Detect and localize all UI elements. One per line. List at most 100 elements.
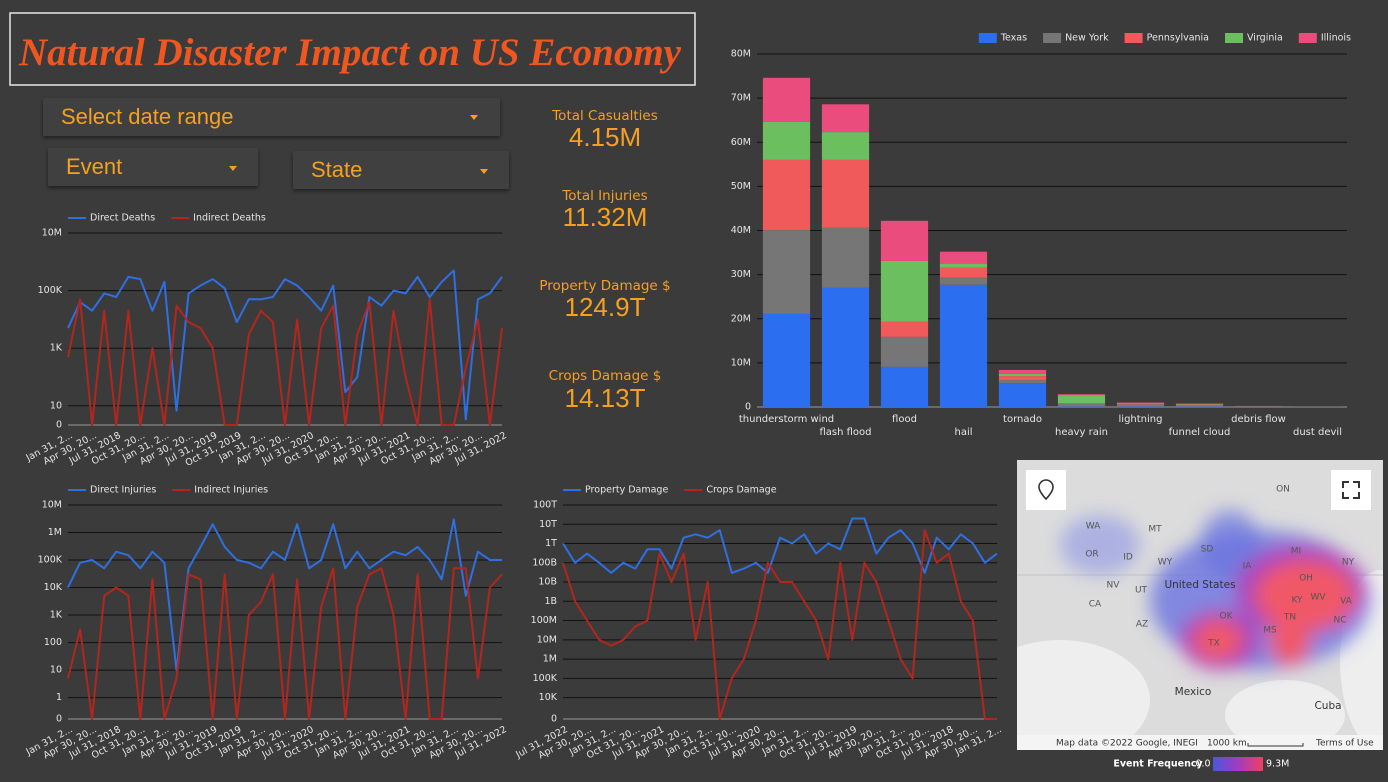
event-control[interactable]: Event bbox=[48, 148, 258, 186]
map-legend-bar bbox=[1213, 757, 1263, 771]
map-label: UT bbox=[1135, 586, 1148, 596]
x-tick-label: funnel cloud bbox=[1169, 427, 1231, 438]
line-series bbox=[67, 269, 503, 421]
y-tick-label: 1B bbox=[544, 596, 557, 607]
heat-map[interactable]: Map data ©2022 Google, INEGI 1000 km Ter… bbox=[970, 460, 1388, 760]
map-legend-min: 0.0 bbox=[1195, 759, 1210, 770]
y-tick-label: 10T bbox=[539, 519, 557, 530]
control-box[interactable] bbox=[48, 148, 258, 186]
y-tick-label: 100 bbox=[44, 637, 62, 648]
bar-segment bbox=[939, 251, 988, 264]
y-tick-label: 0 bbox=[56, 420, 62, 431]
y-tick-label: 100K bbox=[38, 285, 63, 296]
control-box[interactable] bbox=[43, 98, 500, 136]
legend-label: Indirect Deaths bbox=[193, 213, 266, 224]
heat-blob bbox=[1270, 615, 1310, 665]
bar-segment bbox=[821, 104, 870, 133]
bar-segment bbox=[1057, 394, 1106, 396]
location-button[interactable] bbox=[1026, 470, 1066, 510]
map-label: VA bbox=[1340, 597, 1353, 607]
legend-label: Pennsylvania bbox=[1147, 33, 1209, 44]
y-tick-label: 100K bbox=[533, 673, 558, 684]
bar-segment bbox=[939, 267, 988, 278]
bar-segment bbox=[821, 287, 870, 407]
x-tick-label: lightning bbox=[1119, 414, 1163, 425]
control-label[interactable]: Select date range bbox=[61, 104, 233, 129]
y-tick-label: 10M bbox=[42, 228, 62, 239]
control-label[interactable]: State bbox=[311, 157, 362, 182]
bar-segment bbox=[762, 159, 811, 231]
dropdown-arrow[interactable] bbox=[480, 169, 488, 174]
y-tick-label: 10K bbox=[44, 582, 63, 593]
date-control[interactable]: Select date range bbox=[43, 98, 500, 136]
map-label: SD bbox=[1201, 545, 1214, 555]
legend-label: Texas bbox=[1000, 33, 1027, 44]
bar-segment bbox=[821, 159, 870, 228]
kpi-label: Crops Damage $ bbox=[549, 368, 662, 384]
location-icon[interactable] bbox=[1038, 479, 1054, 501]
legend-item: Indirect Injuries bbox=[172, 485, 268, 496]
legend-swatch bbox=[978, 33, 997, 43]
map-label: OH bbox=[1299, 574, 1313, 584]
map-label: ON bbox=[1276, 485, 1290, 495]
bar-segment bbox=[1175, 404, 1224, 406]
legend-item: Virginia bbox=[1225, 33, 1283, 44]
legend-label: Illinois bbox=[1321, 33, 1351, 44]
y-tick-label: 1M bbox=[543, 654, 557, 665]
legend-item: Crops Damage bbox=[684, 485, 777, 496]
map-label: NC bbox=[1333, 616, 1346, 626]
bar-segment bbox=[1057, 403, 1106, 404]
y-tick-label: 10M bbox=[731, 357, 751, 368]
legend-swatch bbox=[1043, 33, 1062, 43]
y-tick-label: 10K bbox=[539, 692, 558, 703]
map-label: IA bbox=[1243, 562, 1253, 572]
x-tick-label: flash flood bbox=[819, 427, 871, 438]
map-label: NV bbox=[1107, 581, 1121, 591]
bar-segment bbox=[939, 284, 988, 407]
legend-item: Direct Deaths bbox=[68, 213, 155, 224]
map-label: CA bbox=[1089, 600, 1102, 610]
map-label: TN bbox=[1283, 613, 1296, 623]
x-tick-label: thunderstorm wind bbox=[739, 414, 834, 425]
y-tick-label: 1M bbox=[48, 527, 62, 538]
legend-label: Virginia bbox=[1247, 33, 1283, 44]
bar-segment bbox=[1175, 405, 1224, 407]
dropdown-arrow[interactable] bbox=[229, 166, 237, 171]
map-water bbox=[1017, 640, 1150, 750]
map-label: WA bbox=[1086, 522, 1101, 532]
map-legend-title: Event Frequency bbox=[1113, 759, 1203, 770]
control-box[interactable] bbox=[293, 151, 509, 189]
legend-label: Indirect Injuries bbox=[194, 485, 268, 496]
kpi-value: 11.32M bbox=[563, 202, 648, 232]
dropdown-arrow[interactable] bbox=[470, 115, 478, 120]
map-label: MI bbox=[1291, 547, 1301, 557]
control-label[interactable]: Event bbox=[66, 154, 122, 179]
bar-segment bbox=[880, 366, 929, 407]
legend-item: New York bbox=[1043, 33, 1109, 44]
bar-segment bbox=[939, 277, 988, 285]
map-label: OK bbox=[1220, 612, 1234, 622]
x-tick-label: flood bbox=[892, 414, 917, 425]
line-series bbox=[562, 529, 997, 720]
map-label: AZ bbox=[1136, 620, 1148, 630]
legend-item: Indirect Deaths bbox=[171, 213, 266, 224]
state-control[interactable]: State bbox=[293, 151, 509, 189]
y-tick-label: 1K bbox=[50, 343, 63, 354]
y-tick-label: 0 bbox=[551, 714, 557, 725]
legend-swatch bbox=[1225, 33, 1244, 43]
fullscreen-icon[interactable] bbox=[1342, 481, 1360, 499]
y-tick-label: 30M bbox=[731, 269, 751, 280]
kpi-label: Property Damage $ bbox=[539, 278, 670, 294]
heat-blob bbox=[1060, 515, 1140, 575]
bar-segment bbox=[821, 227, 870, 288]
map-terms[interactable]: Terms of Use bbox=[1315, 739, 1374, 749]
kpi-label: Total Casualties bbox=[551, 108, 658, 124]
fullscreen-button[interactable] bbox=[1331, 470, 1371, 510]
y-tick-label: 10 bbox=[50, 400, 62, 411]
legend-item: Illinois bbox=[1298, 33, 1351, 44]
map-label: United States bbox=[1164, 579, 1235, 591]
map-label: Cuba bbox=[1314, 700, 1341, 712]
bar-segment bbox=[1116, 403, 1165, 405]
y-tick-label: 50M bbox=[731, 181, 751, 192]
